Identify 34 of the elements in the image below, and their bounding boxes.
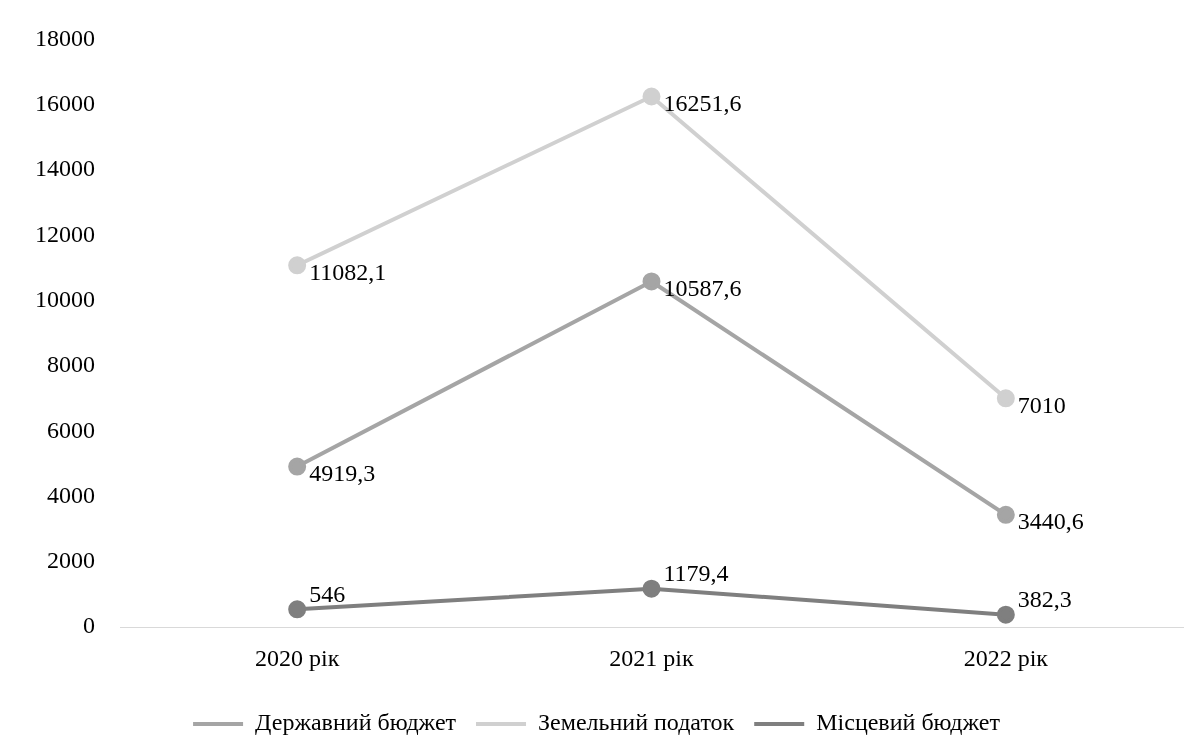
- y-tick-label: 8000: [47, 351, 95, 378]
- data-label: 7010: [1017, 391, 1066, 418]
- point: [996, 505, 1015, 524]
- data-label: 3440,6: [1017, 508, 1084, 535]
- data-label: 16251,6: [663, 89, 742, 116]
- point: [288, 256, 307, 275]
- data-label: 4919,3: [309, 459, 376, 486]
- data-label: 382,3: [1017, 586, 1072, 613]
- y-tick-label: 10000: [35, 285, 95, 312]
- data-label: 10587,6: [663, 274, 742, 301]
- point: [642, 272, 661, 291]
- legend-label: Земельний податок: [538, 709, 735, 736]
- point: [642, 579, 661, 598]
- y-tick-label: 16000: [35, 90, 95, 117]
- x-tick-label: 2022 рік: [963, 644, 1049, 671]
- y-tick-label: 4000: [47, 481, 95, 508]
- y-tick-label: 2000: [47, 547, 95, 574]
- point: [288, 457, 307, 476]
- y-tick-label: 0: [83, 612, 95, 639]
- data-label: 11082,1: [309, 258, 387, 285]
- point: [288, 600, 307, 619]
- data-label: 1179,4: [663, 559, 729, 586]
- legend-label: Державний бюджет: [255, 709, 457, 736]
- x-tick-label: 2021 рік: [609, 644, 694, 671]
- x-tick-label: 2020 рік: [255, 644, 340, 671]
- y-tick-label: 6000: [47, 416, 95, 443]
- y-tick-label: 12000: [35, 220, 95, 247]
- point: [996, 605, 1015, 624]
- point: [996, 389, 1015, 408]
- legend-label: Місцевий бюджет: [816, 709, 1001, 736]
- y-tick-label: 18000: [35, 24, 95, 51]
- data-label: 546: [309, 580, 346, 607]
- point: [642, 87, 661, 106]
- y-tick-label: 14000: [35, 155, 95, 182]
